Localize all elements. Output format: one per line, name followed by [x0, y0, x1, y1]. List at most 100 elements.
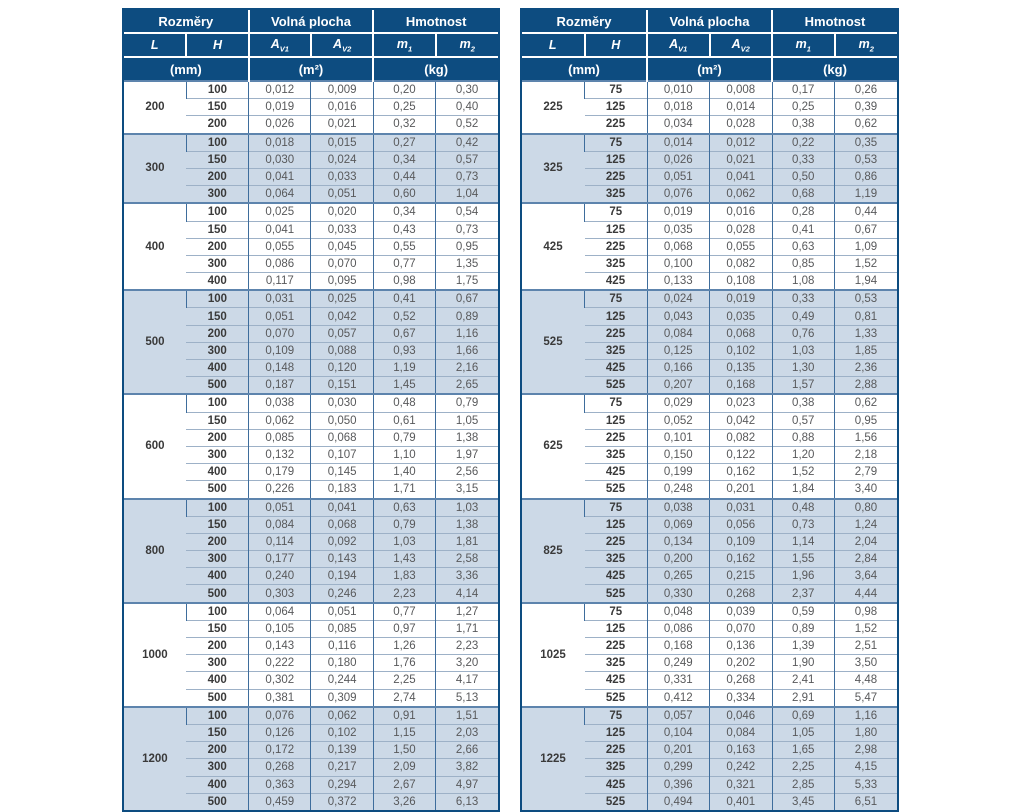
- m1-value-cell: 1,20: [771, 445, 835, 464]
- m2-value-cell: 5,33: [834, 775, 897, 794]
- table-row: 325 0,200 0,162 1,55 2,84: [522, 550, 897, 568]
- m2-value-cell: 1,66: [435, 341, 498, 360]
- unit-mm: (mm): [522, 56, 648, 81]
- m1-value-cell: 0,67: [372, 324, 436, 343]
- m1-value-cell: 0,41: [372, 289, 436, 308]
- av2-value-cell: 0,162: [709, 550, 772, 568]
- m1-value-cell: 0,68: [771, 185, 835, 204]
- av1-value-cell: 0,222: [248, 654, 311, 672]
- table-row: 300 0,132 0,107 1,10 1,97: [124, 445, 498, 464]
- column-Av2-label: A: [333, 36, 343, 51]
- m2-value-cell: 6,13: [435, 792, 498, 810]
- m2-value-cell: 3,36: [435, 567, 498, 585]
- column-Av2: AV2: [708, 32, 773, 58]
- m2-value-cell: 2,56: [435, 463, 498, 481]
- m1-value-cell: 0,25: [372, 98, 436, 116]
- m1-value-cell: 0,79: [372, 428, 436, 447]
- av2-value-cell: 0,023: [709, 393, 772, 413]
- av2-value-cell: 0,021: [709, 150, 772, 169]
- av2-value-cell: 0,030: [310, 393, 374, 413]
- m1-value-cell: 0,22: [771, 132, 835, 152]
- dimension-H-cell: 525: [584, 376, 647, 395]
- m2-value-cell: 1,38: [435, 428, 498, 447]
- av2-value-cell: 0,194: [310, 567, 374, 585]
- dimension-H-cell: 425: [584, 567, 647, 585]
- dimension-L-cell: 1225: [522, 705, 585, 810]
- m1-value-cell: 0,52: [372, 307, 436, 326]
- table-row: 300 0,177 0,143 1,43 2,58: [124, 550, 498, 568]
- dimension-H-cell: 525: [584, 688, 647, 707]
- av1-value-cell: 0,076: [248, 705, 311, 725]
- table-row: 525 0,412 0,334 2,91 5,47: [522, 688, 897, 707]
- m1-value-cell: 0,97: [372, 619, 436, 638]
- m1-value-cell: 1,45: [372, 376, 436, 395]
- av1-value-cell: 0,029: [646, 393, 710, 413]
- av1-value-cell: 0,240: [248, 567, 311, 585]
- dimension-H-cell: 225: [584, 237, 647, 256]
- table-row: 300 0,222 0,180 1,76 3,20: [124, 654, 498, 672]
- m1-value-cell: 1,52: [771, 463, 835, 481]
- m2-value-cell: 0,73: [435, 167, 498, 186]
- table-row: 425 0,265 0,215 1,96 3,64: [522, 567, 897, 585]
- column-Av2-subscript: V2: [342, 44, 352, 54]
- m1-value-cell: 0,63: [771, 237, 835, 256]
- av2-value-cell: 0,215: [709, 567, 772, 585]
- av2-value-cell: 0,143: [310, 550, 374, 568]
- av1-value-cell: 0,035: [646, 220, 710, 239]
- table-row: 500 0,381 0,309 2,74 5,13: [124, 688, 498, 707]
- m1-value-cell: 1,57: [771, 376, 835, 395]
- av1-value-cell: 0,034: [646, 115, 710, 134]
- m2-value-cell: 4,17: [435, 671, 498, 690]
- av2-value-cell: 0,035: [709, 307, 772, 326]
- m2-value-cell: 2,51: [834, 636, 897, 655]
- av2-value-cell: 0,042: [709, 411, 772, 430]
- av1-value-cell: 0,064: [248, 601, 311, 621]
- m1-value-cell: 3,45: [771, 792, 835, 810]
- dimension-H-cell: 400: [186, 463, 249, 481]
- m1-value-cell: 0,60: [372, 185, 436, 204]
- av2-value-cell: 0,082: [709, 428, 772, 447]
- dimension-L-cell: 525: [522, 289, 585, 395]
- table-row: 150 0,126 0,102 1,15 2,03: [124, 723, 498, 742]
- av2-value-cell: 0,062: [709, 185, 772, 204]
- unit-m2: (m²): [646, 56, 773, 81]
- column-m1: m1: [372, 32, 437, 58]
- column-Av2-subscript: V2: [740, 44, 750, 54]
- table-row: 525 75 0,024 0,019 0,33 0,53: [522, 289, 897, 395]
- table-row: 125 0,018 0,014 0,25 0,39: [522, 98, 897, 116]
- av2-value-cell: 0,151: [310, 376, 374, 395]
- dimension-H-cell: 325: [584, 758, 647, 776]
- av2-value-cell: 0,016: [310, 98, 374, 116]
- m2-value-cell: 2,58: [435, 550, 498, 568]
- m2-value-cell: 1,56: [834, 428, 897, 447]
- dimension-H-cell: 75: [584, 80, 647, 99]
- m1-value-cell: 1,14: [771, 532, 835, 551]
- table-row: 225 0,034 0,028 0,38 0,62: [522, 115, 897, 134]
- av1-value-cell: 0,126: [248, 723, 311, 742]
- av2-value-cell: 0,120: [310, 358, 374, 377]
- m1-value-cell: 0,48: [771, 497, 835, 517]
- table-row: 200 0,114 0,092 1,03 1,81: [124, 532, 498, 551]
- table-body: 200 100 0,012 0,009 0,20 0,30 150 0,019 0,016 0,2…: [124, 80, 498, 810]
- m2-value-cell: 2,36: [834, 358, 897, 377]
- dimension-H-cell: 200: [186, 532, 249, 551]
- column-L-label: L: [150, 38, 159, 52]
- m1-value-cell: 1,39: [771, 636, 835, 655]
- m1-value-cell: 1,55: [771, 550, 835, 568]
- dimension-H-cell: 325: [584, 654, 647, 672]
- m2-value-cell: 3,64: [834, 567, 897, 585]
- dimension-H-cell: 100: [185, 601, 249, 621]
- av2-value-cell: 0,163: [709, 741, 772, 759]
- table-row: 225 0,168 0,136 1,39 2,51: [522, 636, 897, 655]
- av2-value-cell: 0,088: [310, 341, 374, 360]
- av1-value-cell: 0,051: [646, 167, 710, 186]
- av2-value-cell: 0,082: [709, 254, 772, 273]
- table-row: 200 0,055 0,045 0,55 0,95: [124, 237, 498, 256]
- m2-value-cell: 3,82: [435, 758, 498, 776]
- dimension-H-cell: 125: [584, 723, 647, 742]
- av2-value-cell: 0,242: [709, 758, 772, 776]
- m2-value-cell: 0,73: [435, 220, 498, 239]
- av1-value-cell: 0,143: [248, 636, 311, 655]
- av1-value-cell: 0,069: [646, 515, 710, 534]
- av2-value-cell: 0,108: [709, 272, 772, 291]
